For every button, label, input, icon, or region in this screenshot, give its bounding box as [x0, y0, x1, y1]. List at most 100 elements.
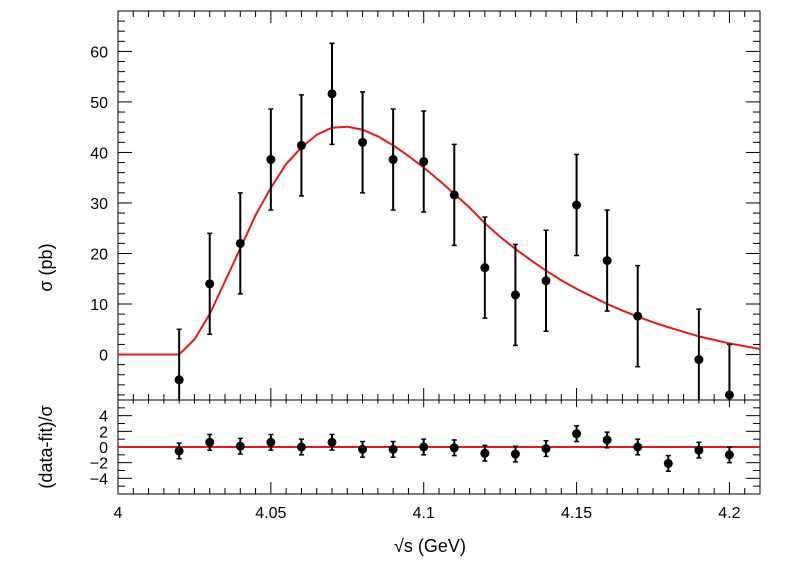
main-data-point	[174, 328, 184, 400]
res-y-tick-label: 0	[99, 440, 108, 457]
residual-marker	[174, 446, 184, 456]
main-marker	[449, 190, 459, 200]
main-marker	[694, 355, 704, 365]
y-axis-title: σ (pb)	[36, 243, 56, 291]
main-data-point	[724, 343, 734, 400]
x-tick-label: 4.15	[561, 505, 592, 522]
residual-marker	[449, 443, 459, 453]
residual-data-point	[694, 441, 704, 459]
main-data-point	[235, 192, 245, 295]
main-marker	[724, 390, 734, 400]
residual-data-point	[327, 433, 337, 451]
residual-data-point	[235, 437, 245, 455]
main-data-point	[694, 308, 704, 400]
y-tick-label: 10	[90, 297, 108, 314]
residual-marker	[388, 444, 398, 454]
residual-data-point	[419, 438, 429, 456]
main-marker	[327, 89, 337, 99]
main-plot-frame	[117, 10, 761, 401]
residual-data-point	[205, 433, 215, 451]
y-tick-label: 60	[90, 44, 108, 61]
residual-data-point	[541, 439, 551, 458]
fit-curve	[118, 125, 760, 356]
residual-marker	[724, 450, 734, 460]
res-y-tick-label: 2	[99, 424, 108, 441]
residual-marker	[633, 442, 643, 452]
main-data-point	[205, 232, 215, 336]
residual-data-point	[480, 444, 490, 462]
residual-marker	[358, 444, 368, 454]
residual-marker	[419, 442, 429, 452]
res-y-tick-label: −4	[90, 471, 108, 488]
residual-marker	[602, 435, 612, 445]
main-marker	[572, 200, 582, 210]
main-marker	[296, 140, 306, 150]
main-marker	[633, 311, 643, 321]
x-tick-label: 4.05	[255, 505, 286, 522]
residual-data-point	[572, 425, 582, 443]
residual-marker	[510, 449, 520, 459]
residual-data-point	[510, 445, 520, 463]
main-data-point	[510, 243, 520, 347]
x-tick-label: 4	[114, 505, 123, 522]
main-panel: 0 10 20 30 40 50 60	[90, 10, 761, 401]
main-marker	[174, 375, 184, 385]
main-data-point	[572, 153, 582, 257]
residual-data-point	[266, 433, 276, 451]
residual-data-point	[388, 440, 398, 458]
main-marker	[480, 263, 490, 273]
x-tick-label: 4.1	[413, 505, 435, 522]
main-data-point	[296, 94, 306, 197]
y-tick-label: 40	[90, 145, 108, 162]
axis-titles: √s (GeV) σ (pb) (data-fit)/σ	[36, 243, 466, 556]
main-marker	[419, 157, 429, 167]
main-data-point	[449, 143, 459, 247]
main-data-point	[633, 264, 643, 368]
residual-marker	[205, 437, 215, 447]
main-marker	[205, 279, 215, 289]
main-data-point	[388, 108, 398, 211]
residual-data-point	[174, 442, 184, 460]
main-data-point	[541, 229, 551, 333]
main-data-point	[266, 108, 276, 211]
res-y-tick-label: 4	[99, 409, 108, 426]
residual-y-axis-title: (data-fit)/σ	[36, 405, 56, 488]
main-marker	[541, 276, 551, 286]
y-tick-label: 50	[90, 95, 108, 112]
x-axis-title: √s (GeV)	[394, 536, 466, 556]
residual-data-point	[296, 438, 306, 456]
residual-marker	[572, 429, 582, 439]
residual-marker	[541, 444, 551, 454]
y-tick-label: 20	[90, 246, 108, 263]
residual-marker	[327, 437, 337, 447]
residual-data-point	[724, 446, 734, 464]
main-data-point	[327, 42, 337, 146]
main-marker	[266, 155, 276, 165]
residual-data-point	[602, 431, 612, 449]
main-marker	[235, 238, 245, 248]
main-data-point	[358, 91, 368, 194]
residual-marker	[694, 445, 704, 455]
res-y-tick-label: −2	[90, 456, 108, 473]
residual-marker	[266, 437, 276, 447]
main-data-point	[419, 110, 429, 213]
residual-marker	[235, 441, 245, 451]
residual-data-point	[633, 438, 643, 456]
main-marker	[510, 290, 520, 300]
main-marker	[388, 155, 398, 165]
y-tick-label: 0	[99, 348, 108, 365]
residual-marker	[663, 458, 673, 468]
y-tick-label: 30	[90, 196, 108, 213]
residual-data-point	[663, 454, 673, 473]
main-data-point	[480, 216, 490, 319]
main-data-point	[602, 209, 612, 312]
residual-marker	[296, 442, 306, 452]
residual-data-point	[449, 439, 459, 457]
main-marker	[358, 137, 368, 147]
main-marker	[602, 256, 612, 266]
residual-marker	[480, 448, 490, 458]
x-tick-label: 4.2	[718, 505, 740, 522]
